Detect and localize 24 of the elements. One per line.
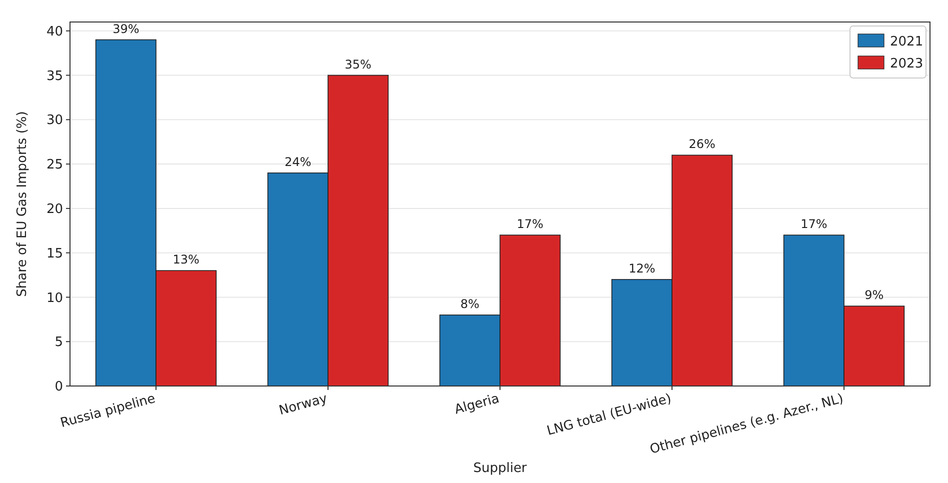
data-label: 17% bbox=[800, 217, 828, 232]
y-tick-label: 25 bbox=[46, 158, 63, 173]
y-tick-label: 40 bbox=[46, 24, 63, 40]
x-tick-label: Algeria bbox=[453, 391, 502, 418]
legend-label: 2021 bbox=[890, 34, 924, 50]
y-tick-label: 30 bbox=[46, 113, 63, 128]
data-label: 39% bbox=[112, 22, 140, 36]
data-label: 9% bbox=[864, 288, 884, 302]
y-tick-label: 15 bbox=[46, 246, 63, 262]
data-label: 24% bbox=[284, 154, 312, 169]
data-label: 35% bbox=[344, 57, 372, 72]
y-tick-label: 5 bbox=[54, 335, 63, 350]
x-tick-label: Norway bbox=[278, 391, 330, 419]
y-axis-title: Share of EU Gas Imports (%) bbox=[15, 111, 30, 297]
legend-label: 2023 bbox=[890, 56, 924, 72]
data-label: 17% bbox=[516, 217, 544, 232]
data-label: 13% bbox=[172, 252, 200, 267]
data-label: 12% bbox=[628, 261, 656, 276]
x-axis-title: Supplier bbox=[473, 461, 528, 476]
data-label: 26% bbox=[688, 137, 716, 152]
y-tick-label: 35 bbox=[46, 68, 63, 84]
data-label: 8% bbox=[460, 296, 480, 311]
y-tick-label: 20 bbox=[46, 202, 63, 217]
y-tick-label: 10 bbox=[46, 290, 63, 306]
